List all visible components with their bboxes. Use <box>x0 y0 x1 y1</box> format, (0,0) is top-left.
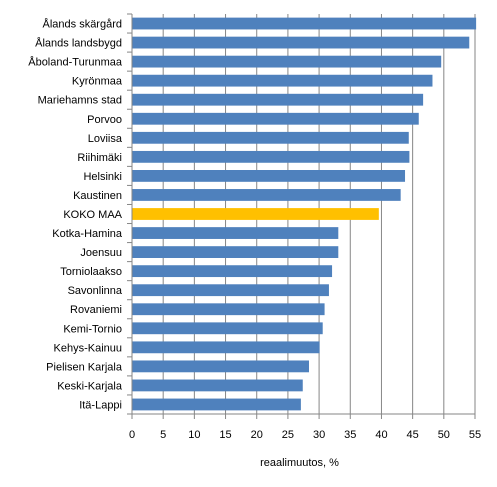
bar <box>132 265 333 278</box>
category-label: Kemi-Tornio <box>63 323 122 335</box>
bar <box>132 93 424 106</box>
x-tick-label: 10 <box>188 429 200 441</box>
bar <box>132 322 323 335</box>
category-label: Riihimäki <box>77 152 122 164</box>
x-axis-label: reaalimuutos, % <box>260 457 339 469</box>
bar <box>132 55 442 68</box>
category-label: Itä-Lappi <box>79 399 122 411</box>
x-tick-label: 45 <box>407 429 419 441</box>
bar <box>132 112 419 125</box>
category-label: Helsinki <box>83 171 122 183</box>
category-label: Joensuu <box>80 247 122 259</box>
x-tick-label: 5 <box>160 429 166 441</box>
x-tick-label: 15 <box>219 429 231 441</box>
x-tick-label: 30 <box>313 429 325 441</box>
x-tick-label: 40 <box>375 429 387 441</box>
category-label: Kotka-Hamina <box>52 228 123 240</box>
bar <box>132 189 401 201</box>
category-label: Mariehamns stad <box>38 95 122 107</box>
category-labels: Ålands skärgård Ålands landsbygd Åboland-T… <box>28 18 123 412</box>
category-label: KOKO MAA <box>63 209 122 221</box>
bar <box>132 131 409 144</box>
bar <box>132 150 410 163</box>
bar <box>132 398 301 411</box>
category-label: Keski-Karjala <box>57 380 123 392</box>
bar <box>132 74 433 87</box>
category-label: Kehys-Kainuu <box>54 342 123 354</box>
bar <box>132 284 329 297</box>
category-label: Savonlinna <box>68 285 123 297</box>
category-label: Ålands landsbygd <box>35 37 122 50</box>
x-tick-label: 25 <box>282 429 294 441</box>
bar <box>132 341 320 354</box>
category-label: Torniolaakso <box>60 266 122 278</box>
x-tick-label: 35 <box>344 429 356 441</box>
category-label: Rovaniemi <box>70 304 122 316</box>
x-tick-label: 55 <box>469 429 481 441</box>
bar <box>132 227 339 239</box>
bar-highlight <box>132 208 379 220</box>
axes <box>127 13 476 419</box>
category-label: Kyrönmaa <box>72 76 123 88</box>
category-label: Pielisen Karjala <box>46 361 123 373</box>
x-tick-label: 20 <box>251 429 263 441</box>
bar <box>132 170 406 182</box>
category-label: Loviisa <box>88 133 123 145</box>
x-tick-label: 0 <box>129 429 135 441</box>
bar <box>132 303 325 316</box>
category-label: Kaustinen <box>73 190 122 202</box>
category-label: Porvoo <box>87 114 122 126</box>
x-tick-label: 50 <box>438 429 450 441</box>
x-tick-labels: 0 5 10 15 20 25 30 35 40 45 50 55 <box>129 429 481 441</box>
category-label: Åboland-Turunmaa <box>28 56 123 69</box>
bar <box>132 246 339 258</box>
category-label: Ålands skärgård <box>43 18 123 31</box>
bar <box>132 360 309 373</box>
bar <box>132 379 303 392</box>
bar <box>132 36 470 49</box>
bars <box>132 17 477 411</box>
bar <box>132 17 477 30</box>
